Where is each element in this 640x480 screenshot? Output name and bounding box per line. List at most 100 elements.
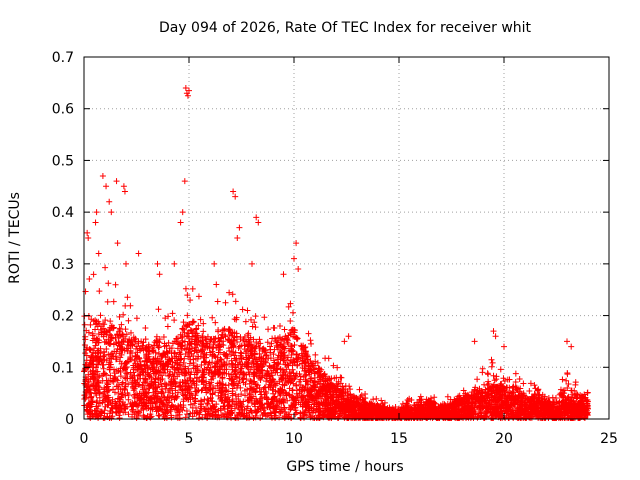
data-point <box>158 380 165 387</box>
data-point <box>156 343 163 350</box>
data-point <box>109 325 116 332</box>
data-point <box>357 397 364 404</box>
data-point <box>199 367 206 374</box>
data-point <box>256 397 263 404</box>
data-point <box>521 402 528 409</box>
data-point <box>301 344 308 351</box>
data-point <box>293 390 300 397</box>
data-point <box>418 412 425 419</box>
data-point <box>154 384 161 391</box>
data-point <box>94 323 101 330</box>
data-point <box>124 371 131 378</box>
data-point <box>197 408 204 415</box>
data-point <box>284 361 291 368</box>
data-point <box>81 321 88 328</box>
data-point <box>188 340 195 347</box>
data-point <box>192 397 199 404</box>
data-point <box>303 367 310 374</box>
data-point <box>258 388 265 395</box>
data-point <box>195 293 202 300</box>
data-point <box>84 407 91 414</box>
data-point <box>249 359 256 366</box>
data-point <box>116 332 123 339</box>
data-point <box>97 408 104 415</box>
data-point <box>128 337 135 344</box>
data-point <box>119 331 126 338</box>
data-point <box>195 322 202 329</box>
data-point <box>516 376 523 383</box>
data-point <box>281 326 288 333</box>
data-point <box>500 375 507 382</box>
data-point <box>249 323 256 330</box>
data-point <box>534 387 541 394</box>
data-point <box>193 378 200 385</box>
data-point <box>89 330 96 337</box>
data-point <box>376 408 383 415</box>
data-point <box>86 403 93 410</box>
data-point <box>282 333 289 340</box>
data-point <box>417 393 424 400</box>
data-point <box>217 371 224 378</box>
data-point <box>193 388 200 395</box>
data-point <box>145 356 152 363</box>
data-point <box>258 358 265 365</box>
data-point <box>141 394 148 401</box>
data-point <box>264 339 271 346</box>
data-point <box>174 373 181 380</box>
data-point <box>151 398 158 405</box>
data-point <box>298 350 305 357</box>
data-point <box>191 400 198 407</box>
data-point <box>85 371 92 378</box>
data-point <box>444 393 451 400</box>
data-point <box>121 374 128 381</box>
data-point <box>493 383 500 390</box>
data-point <box>275 335 282 342</box>
data-point <box>545 398 552 405</box>
data-point <box>454 398 461 405</box>
data-point <box>91 345 98 352</box>
data-point <box>240 379 247 386</box>
data-point <box>217 380 224 387</box>
data-point <box>102 317 109 324</box>
data-point <box>468 402 475 409</box>
data-point <box>256 336 263 343</box>
data-point <box>280 369 287 376</box>
data-point <box>512 394 519 401</box>
data-point <box>215 334 222 341</box>
data-point <box>86 378 93 385</box>
data-point <box>494 391 501 398</box>
data-point <box>330 392 337 399</box>
data-point <box>269 398 276 405</box>
data-point <box>573 395 580 402</box>
data-point <box>102 264 109 271</box>
data-point <box>235 344 242 351</box>
data-point <box>219 374 226 381</box>
data-point <box>186 384 193 391</box>
data-point <box>90 413 97 420</box>
data-point <box>96 400 103 407</box>
data-point <box>290 401 297 408</box>
data-point <box>498 395 505 402</box>
data-point <box>248 316 255 323</box>
data-point <box>119 338 126 345</box>
data-point <box>184 380 191 387</box>
data-point <box>199 342 206 349</box>
data-point <box>163 414 170 421</box>
data-point <box>146 373 153 380</box>
data-point <box>248 345 255 352</box>
data-point <box>182 370 189 377</box>
data-point <box>92 407 99 414</box>
data-point <box>252 407 259 414</box>
data-point <box>342 382 349 389</box>
data-point <box>94 347 101 354</box>
data-point <box>225 337 232 344</box>
data-point <box>173 394 180 401</box>
data-point <box>343 411 350 418</box>
data-point <box>135 340 142 347</box>
data-point <box>319 390 326 397</box>
data-point <box>527 380 534 387</box>
data-point <box>373 395 380 402</box>
data-point <box>286 369 293 376</box>
data-point <box>303 371 310 378</box>
data-point <box>251 319 258 326</box>
